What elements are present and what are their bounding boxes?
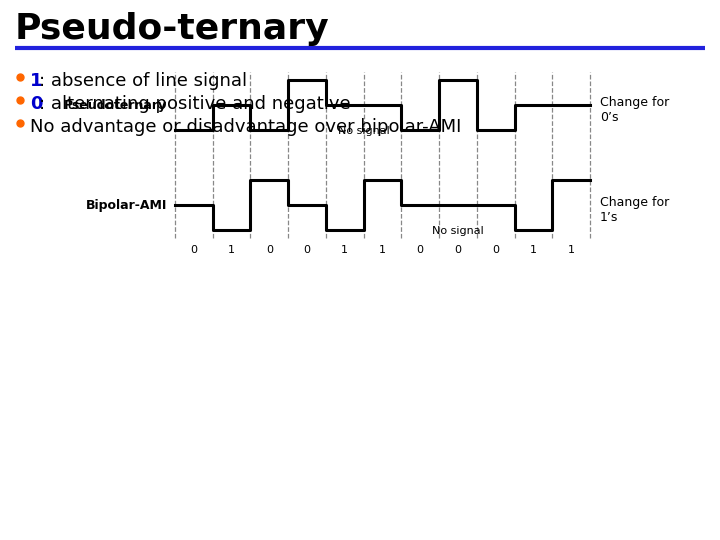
Text: 1: 1 [530, 245, 537, 255]
Text: Change for
0’s: Change for 0’s [600, 96, 670, 124]
Text: Change for
1’s: Change for 1’s [600, 196, 670, 224]
Text: No signal: No signal [338, 126, 390, 136]
Text: 0: 0 [454, 245, 462, 255]
Text: Pseudoternary: Pseudoternary [64, 98, 167, 111]
Text: 1: 1 [228, 245, 235, 255]
Text: 1: 1 [379, 245, 386, 255]
Text: 1: 1 [30, 72, 42, 90]
Text: 0: 0 [304, 245, 310, 255]
Text: 1: 1 [567, 245, 575, 255]
Text: No signal: No signal [432, 226, 484, 236]
Text: No advantage or disadvantage over bipolar-AMI: No advantage or disadvantage over bipola… [30, 118, 462, 136]
Text: : alternating positive and negative: : alternating positive and negative [39, 95, 351, 113]
Text: 0: 0 [266, 245, 273, 255]
Text: 0: 0 [30, 95, 42, 113]
Text: Pseudo-ternary: Pseudo-ternary [15, 12, 330, 46]
Text: Bipolar-AMI: Bipolar-AMI [86, 199, 167, 212]
Text: 0: 0 [190, 245, 197, 255]
Text: : absence of line signal: : absence of line signal [39, 72, 247, 90]
Text: 0: 0 [492, 245, 499, 255]
Text: 1: 1 [341, 245, 348, 255]
Text: 0: 0 [417, 245, 424, 255]
